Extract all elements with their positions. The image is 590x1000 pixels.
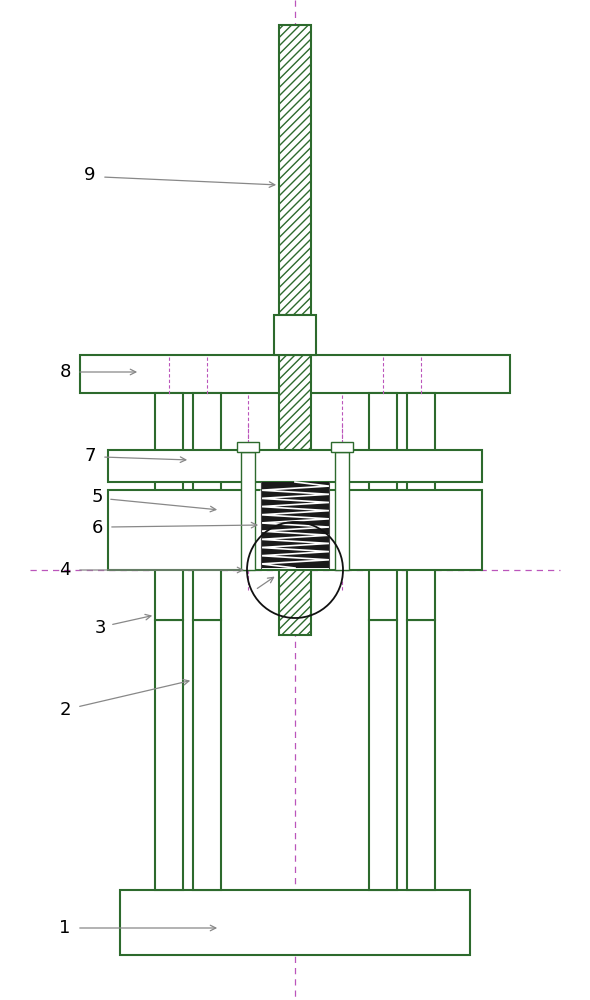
Text: 8: 8 <box>60 363 71 381</box>
Bar <box>279 355 311 635</box>
Bar <box>108 490 482 570</box>
Bar <box>237 442 259 452</box>
Bar <box>335 452 349 570</box>
Text: 1: 1 <box>60 919 71 937</box>
Bar <box>369 620 397 890</box>
Text: 6: 6 <box>91 519 103 537</box>
Bar <box>155 620 183 890</box>
Bar <box>331 442 353 452</box>
Bar <box>279 25 311 315</box>
Bar <box>274 315 316 355</box>
Text: 4: 4 <box>59 561 71 579</box>
Bar <box>407 393 435 620</box>
Bar <box>193 620 221 890</box>
Bar <box>108 450 482 482</box>
Bar <box>261 482 329 568</box>
Bar <box>155 393 183 620</box>
Text: 2: 2 <box>59 701 71 719</box>
Bar <box>369 393 397 620</box>
Text: 3: 3 <box>94 619 106 637</box>
Text: 7: 7 <box>84 447 96 465</box>
Bar <box>407 620 435 890</box>
Text: 5: 5 <box>91 488 103 506</box>
Bar <box>80 355 510 393</box>
Bar <box>193 393 221 620</box>
Bar <box>120 890 470 955</box>
Bar <box>241 452 255 570</box>
Text: 9: 9 <box>84 166 96 184</box>
